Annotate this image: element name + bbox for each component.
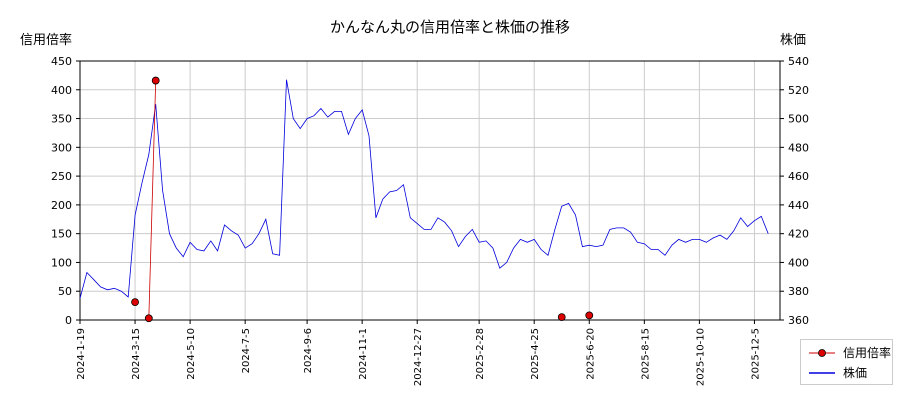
- y-axis-right-label: 株価: [780, 33, 807, 48]
- x-tick-label: 2025-8-15: [640, 328, 651, 380]
- chart-title: かんなん丸の信用倍率と株価の推移: [329, 18, 570, 36]
- legend-item-stock-price: 株価: [807, 364, 867, 381]
- y-axis-left-label: 信用倍率: [20, 33, 73, 48]
- x-tick-label: 2024-11-1: [358, 328, 369, 380]
- data-point-margin-ratio: [144, 314, 153, 323]
- y-tick-label-right: 520: [788, 84, 809, 97]
- x-tick-label: 2024-5-10: [186, 328, 197, 380]
- data-point-margin-ratio: [131, 298, 139, 307]
- data-point-margin-ratio: [151, 76, 160, 85]
- legend-marker-margin-ratio: [809, 348, 835, 357]
- y-tick-label-right: 380: [788, 285, 809, 298]
- legend: 信用倍率 株価: [800, 339, 893, 385]
- y-tick-label-right: 500: [788, 113, 809, 126]
- y-tick-label-right: 480: [788, 141, 809, 154]
- x-tick-label: 2024-9-6: [303, 328, 314, 373]
- y-tick-label-left: 200: [51, 199, 72, 212]
- legend-label-stock-price: 株価: [843, 366, 868, 380]
- data-point-margin-ratio: [585, 311, 594, 320]
- y-tick-label-left: 100: [51, 256, 72, 269]
- legend-label-margin-ratio: 信用倍率: [843, 346, 892, 360]
- y-tick-label-left: 250: [51, 170, 72, 183]
- y-tick-label-right: 460: [788, 170, 809, 183]
- y-tick-label-right: 540: [788, 55, 809, 68]
- data-point-margin-ratio: [557, 313, 566, 322]
- y-tick-label-right: 440: [788, 199, 809, 212]
- y-tick-label-right: 400: [788, 256, 809, 269]
- x-tick-label: 2025-4-25: [530, 328, 541, 380]
- x-tick-label: 2025-6-20: [585, 328, 596, 380]
- series-line-margin-ratio: [148, 80, 157, 319]
- x-tick-label: 2024-7-5: [241, 328, 252, 373]
- y-tick-label-left: 350: [51, 113, 72, 126]
- y-tick-label-left: 300: [51, 141, 72, 154]
- series-line-stock-price: [79, 79, 769, 299]
- x-tick-label: 2025-12-5: [750, 328, 761, 380]
- plot-frame: [79, 60, 781, 321]
- y-tick-label-left: 50: [58, 285, 72, 298]
- legend-item-margin-ratio: 信用倍率: [807, 344, 891, 361]
- y-tick-label-left: 0: [65, 314, 72, 327]
- legend-marker-stock-price: [809, 371, 835, 374]
- x-tick-label: 2024-1-19: [76, 328, 87, 380]
- x-tick-label: 2025-2-28: [475, 328, 486, 380]
- x-tick-label: 2024-3-15: [131, 328, 142, 380]
- y-tick-label-left: 150: [51, 228, 72, 241]
- y-tick-label-right: 360: [788, 314, 809, 327]
- x-tick-label: 2024-12-27: [413, 328, 424, 386]
- y-tick-label-left: 450: [51, 55, 72, 68]
- y-tick-label-left: 400: [51, 84, 72, 97]
- y-tick-label-right: 420: [788, 228, 809, 241]
- x-tick-label: 2025-10-10: [695, 328, 706, 386]
